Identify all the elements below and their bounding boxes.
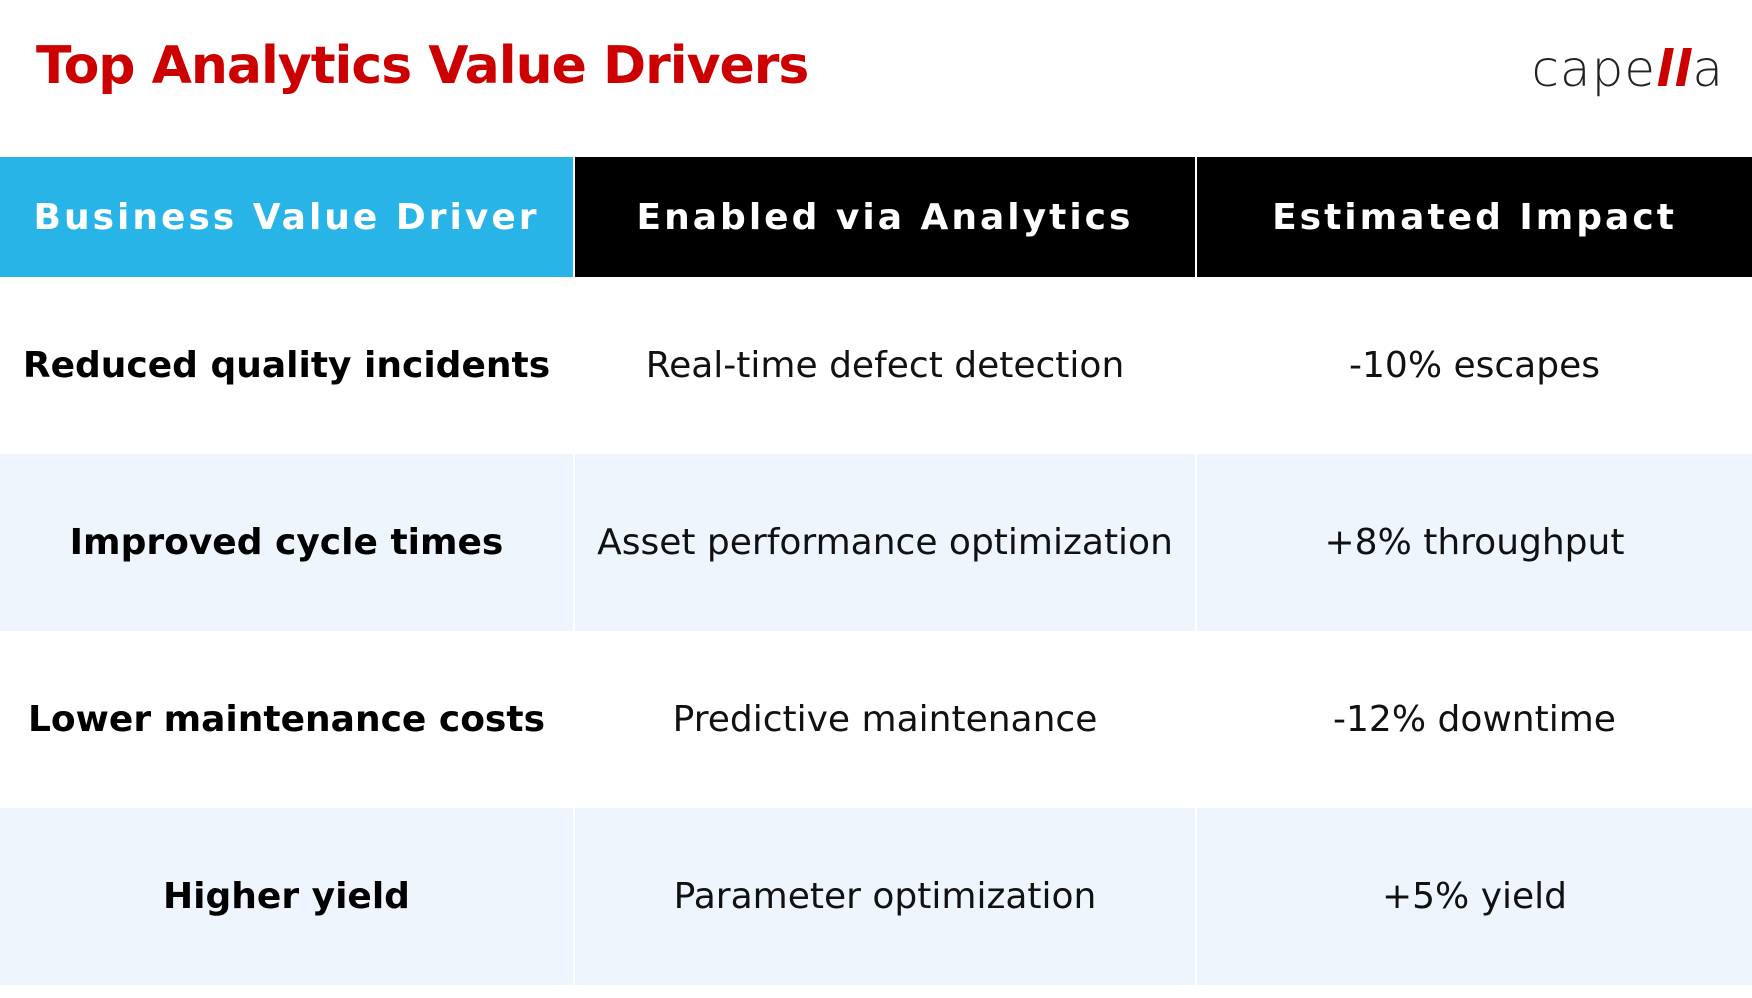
value-drivers-table: Business Value Driver Enabled via Analyt… — [0, 157, 1752, 985]
header-estimated-impact: Estimated Impact — [1195, 157, 1752, 277]
enabler-cell: Predictive maintenance — [573, 631, 1196, 808]
logo-text-end: a — [1692, 40, 1724, 98]
page-title: Top Analytics Value Drivers — [36, 36, 809, 96]
driver-cell: Higher yield — [0, 808, 574, 985]
enabler-cell: Real-time defect detection — [573, 277, 1196, 454]
enabler-cell: Parameter optimization — [573, 808, 1196, 985]
table-header-row: Business Value Driver Enabled via Analyt… — [0, 157, 1752, 277]
logo-text-start: cape — [1531, 40, 1657, 98]
impact-cell: -12% downtime — [1195, 631, 1752, 808]
driver-cell: Improved cycle times — [0, 454, 574, 631]
table-row: Lower maintenance costs Predictive maint… — [0, 631, 1752, 808]
table-row: Higher yield Parameter optimization +5% … — [0, 808, 1752, 985]
driver-cell: Reduced quality incidents — [0, 277, 574, 454]
header-enabled-via-analytics: Enabled via Analytics — [573, 157, 1196, 277]
driver-cell: Lower maintenance costs — [0, 631, 574, 808]
logo-text-accent: ll — [1656, 40, 1693, 98]
impact-cell: +5% yield — [1195, 808, 1752, 985]
enabler-cell: Asset performance optimization — [573, 454, 1196, 631]
table-row: Improved cycle times Asset performance o… — [0, 454, 1752, 631]
table-row: Reduced quality incidents Real-time defe… — [0, 277, 1752, 454]
header-business-value-driver: Business Value Driver — [0, 157, 574, 277]
impact-cell: -10% escapes — [1195, 277, 1752, 454]
capella-logo: capella — [1531, 36, 1724, 102]
impact-cell: +8% throughput — [1195, 454, 1752, 631]
